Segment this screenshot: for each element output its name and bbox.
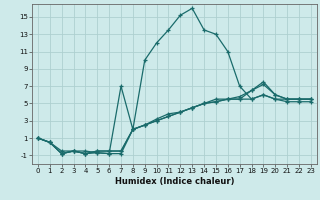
X-axis label: Humidex (Indice chaleur): Humidex (Indice chaleur)	[115, 177, 234, 186]
